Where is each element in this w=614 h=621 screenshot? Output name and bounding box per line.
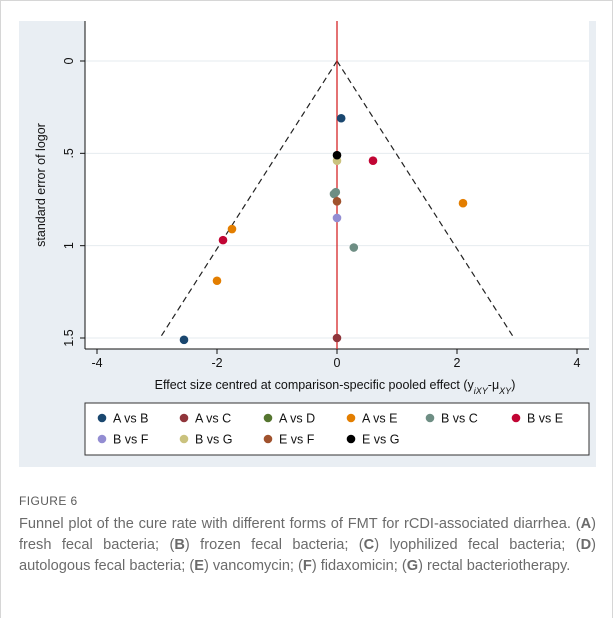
x-axis-label-part: Effect size centred at comparison-specif…	[155, 378, 475, 392]
legend-marker	[263, 413, 273, 423]
legend-label: E vs G	[362, 433, 400, 447]
y-tick-label: 0	[62, 57, 76, 64]
legend-marker	[179, 434, 189, 444]
caption-fragment: ) lyophilized fecal bacteria; (	[374, 537, 581, 553]
data-point	[179, 335, 189, 345]
data-point	[336, 113, 346, 123]
caption-letter: D	[580, 537, 592, 553]
x-tick-label: 0	[334, 356, 341, 370]
caption-letter: E	[194, 558, 204, 574]
y-tick-label: .5	[62, 148, 76, 158]
data-point	[349, 243, 359, 252]
legend-label: B vs G	[195, 433, 233, 447]
legend-marker	[425, 413, 435, 423]
funnel-right-line	[336, 60, 515, 339]
data-point	[212, 276, 222, 286]
data-point	[332, 333, 342, 343]
legend-label: B vs C	[441, 412, 478, 426]
caption-fragment: ) fidaxomicin; (	[311, 558, 407, 574]
data-point	[218, 235, 228, 245]
data-point	[331, 187, 341, 197]
legend-marker	[346, 413, 356, 423]
funnel-plot: -4 -2 0 2 4 0 .5 1 1.5 standard error of logor E…	[34, 21, 590, 456]
legend-marker	[511, 413, 521, 423]
legend-marker	[346, 434, 356, 444]
x-axis-label-part: -μ	[488, 378, 499, 392]
y-tick-label: 1	[62, 242, 76, 249]
caption-letter: C	[363, 537, 375, 553]
legend-label: B vs F	[113, 433, 149, 447]
caption-text: Funnel plot of the cure rate with differ…	[19, 514, 596, 577]
y-axis-label: standard error of logor	[34, 123, 48, 247]
x-axis-label-subscript: iXY	[474, 386, 489, 396]
caption-letter: B	[174, 537, 185, 553]
legend-marker	[97, 434, 107, 444]
data-point	[332, 150, 342, 160]
caption-letter: A	[580, 516, 592, 532]
legend-box	[84, 402, 590, 456]
data-point	[332, 197, 342, 206]
x-tick-label: 4	[574, 356, 581, 370]
data-point	[227, 224, 237, 234]
legend-marker	[97, 413, 107, 423]
caption-fragment: ) frozen fecal bacteria; (	[184, 537, 364, 553]
caption-letter: F	[302, 558, 312, 574]
data-point	[332, 213, 342, 223]
funnel-left-line	[159, 60, 338, 339]
x-axis-label-subscript: XY	[498, 386, 512, 396]
x-axis-label-part: )	[511, 378, 515, 392]
legend-label: A vs B	[113, 412, 148, 426]
caption-fragment: ) rectal bacteriotherapy.	[418, 558, 571, 574]
data-point	[458, 198, 468, 208]
caption-fragment: ) vancomycin; (	[203, 558, 303, 574]
legend-label: E vs F	[279, 433, 315, 447]
legend-label: A vs D	[279, 412, 315, 426]
y-tick-label: 1.5	[62, 329, 76, 346]
caption-fragment: ) autologous fecal bacteria; (	[19, 537, 596, 574]
x-tick-label: -2	[211, 356, 222, 370]
caption-letter: G	[406, 558, 419, 574]
data-point	[368, 156, 378, 166]
legend-label: B vs E	[527, 412, 563, 426]
legend-marker	[263, 434, 273, 444]
figure-caption: FIGURE 6 Funnel plot of the cure rate wi…	[19, 470, 596, 577]
legend-label: A vs E	[362, 412, 397, 426]
legend-marker	[179, 413, 189, 423]
x-tick-label: -4	[91, 356, 102, 370]
caption-fragment: Funnel plot of the cure rate with differ…	[19, 516, 581, 532]
figure-label: FIGURE 6	[19, 494, 78, 508]
caption-fragment: ) fresh fecal bacteria; (	[19, 516, 596, 553]
x-tick-label: 2	[454, 356, 461, 370]
legend-label: A vs C	[195, 412, 231, 426]
x-axis-label: Effect size centred at comparison-specif…	[155, 378, 516, 396]
